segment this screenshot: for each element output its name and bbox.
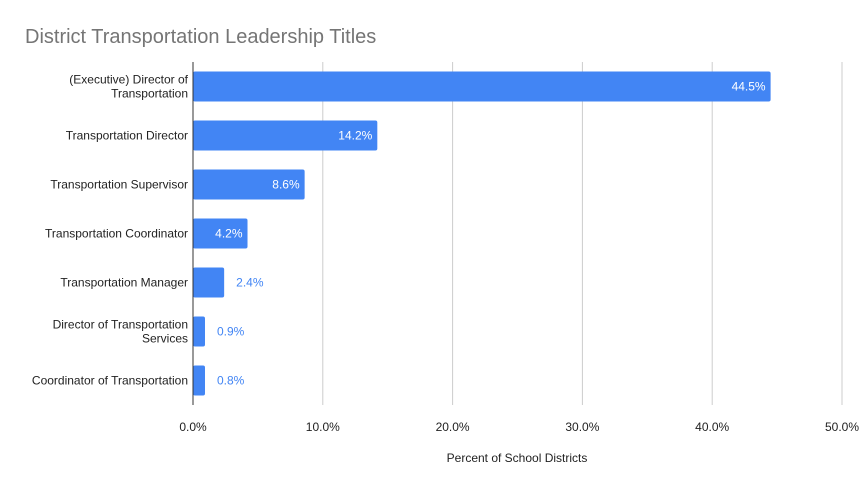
- bar: [193, 316, 205, 347]
- data-label: 0.9%: [217, 325, 245, 339]
- category-label: Director of Transportation: [53, 318, 188, 332]
- bar: [193, 71, 771, 102]
- category-label: Transportation: [111, 87, 188, 101]
- data-label: 8.6%: [272, 178, 300, 192]
- category-label: Transportation Coordinator: [45, 227, 188, 241]
- x-tick-label: 30.0%: [565, 420, 599, 434]
- x-tick-label: 10.0%: [306, 420, 340, 434]
- category-label: Services: [142, 332, 188, 346]
- category-label: Coordinator of Transportation: [32, 374, 188, 388]
- data-label: 4.2%: [215, 227, 243, 241]
- bar: [193, 169, 305, 200]
- data-label: 14.2%: [338, 129, 372, 143]
- data-label: 0.8%: [217, 374, 245, 388]
- data-label: 44.5%: [732, 80, 766, 94]
- x-tick-label: 20.0%: [436, 420, 470, 434]
- bar: [193, 365, 205, 396]
- bar: [193, 218, 248, 249]
- x-axis-label: Percent of School Districts: [447, 451, 588, 465]
- category-label: Transportation Supervisor: [50, 178, 188, 192]
- chart-title: District Transportation Leadership Title…: [25, 26, 376, 48]
- x-tick-label: 0.0%: [179, 420, 207, 434]
- x-tick-label: 50.0%: [825, 420, 859, 434]
- x-tick-label: 40.0%: [695, 420, 729, 434]
- category-label: (Executive) Director of: [69, 73, 188, 87]
- category-label: Transportation Manager: [60, 276, 188, 290]
- bar: [193, 120, 378, 151]
- data-label: 2.4%: [236, 276, 264, 290]
- category-label: Transportation Director: [66, 129, 188, 143]
- bar: [193, 267, 225, 298]
